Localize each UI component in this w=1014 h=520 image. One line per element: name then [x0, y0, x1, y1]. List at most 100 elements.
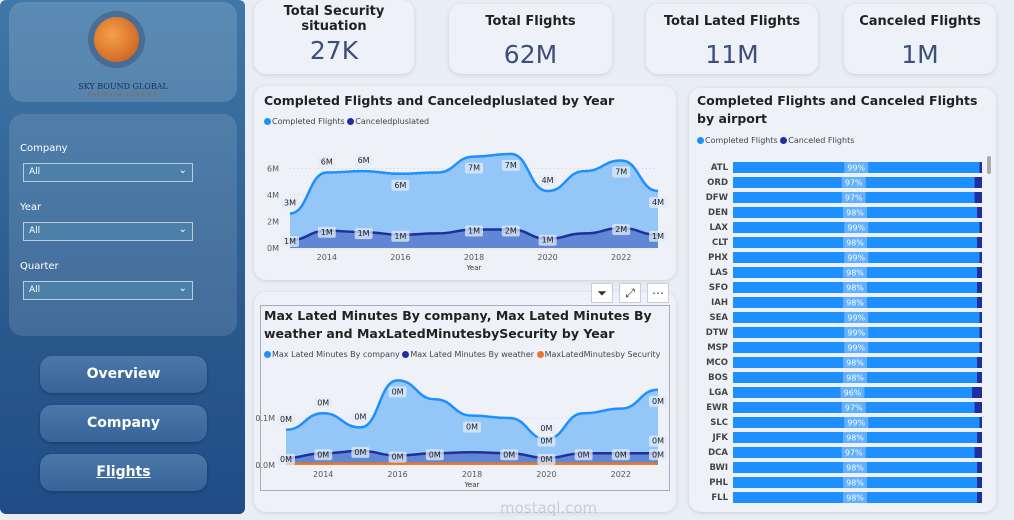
- data-label-bg: [844, 162, 869, 173]
- quarter-filter-dropdown[interactable]: All ⌄: [23, 281, 193, 300]
- category-label: LAS: [710, 268, 728, 278]
- airport-bar-chart[interactable]: Completed Flights and Canceled Flights b…: [689, 88, 996, 512]
- data-label-bg: [463, 421, 481, 433]
- bar-completed: [733, 177, 975, 188]
- data-label-bg: [537, 435, 556, 447]
- company-filter-dropdown[interactable]: All ⌄: [23, 163, 193, 182]
- category-label: LAX: [709, 223, 728, 233]
- data-label: 99%: [847, 164, 865, 173]
- data-label-bg: [649, 230, 667, 242]
- bar-completed: [733, 297, 978, 308]
- data-label-bg: [649, 449, 667, 461]
- kpi-title: Total Lated Flights: [663, 14, 801, 29]
- data-label: 96%: [844, 389, 862, 398]
- data-label-bg: [611, 449, 630, 461]
- x-tick-label: 2022: [611, 253, 631, 262]
- data-label: 99%: [847, 344, 865, 353]
- data-label-bg: [843, 267, 868, 278]
- completed-canceled-by-year-chart[interactable]: Completed Flights and Canceledpluslated …: [254, 86, 676, 280]
- bar-canceled: [979, 312, 982, 323]
- data-label: 0M: [429, 450, 441, 459]
- kpi-total-flights-card: Total Flights 62M: [449, 4, 612, 74]
- category-label: BWI: [709, 463, 728, 473]
- data-label-bg: [500, 449, 519, 461]
- data-label-bg: [612, 166, 631, 178]
- bar-canceled: [977, 237, 982, 248]
- max-lated-minutes-chart[interactable]: Max Lated Minutes By company, Max Lated …: [254, 292, 676, 512]
- bar-canceled: [974, 192, 982, 203]
- x-tick-label: 2014: [317, 253, 337, 262]
- brand-name: SKY BOUND GLOBAL: [78, 82, 168, 91]
- area-chart-plot: 0M 2M 4M 6M 2014 2016 2018 2020 2022 Year 3M 6M 6M 6M…: [267, 152, 667, 272]
- x-tick-label: 2020: [537, 253, 557, 262]
- y-tick-label: 0.0M: [255, 461, 275, 470]
- data-label: 2M: [505, 226, 517, 235]
- category-label: SEA: [709, 313, 728, 323]
- legend-label: Completed Flights: [705, 136, 778, 145]
- data-label-bg: [354, 155, 373, 167]
- data-label-bg: [844, 222, 869, 233]
- data-label: 3M: [284, 199, 296, 208]
- category-label: DCA: [708, 448, 728, 458]
- bar-completed: [733, 222, 980, 233]
- data-label-bg: [843, 207, 868, 218]
- bar-canceled: [974, 177, 982, 188]
- data-label-bg: [351, 411, 370, 423]
- area-chart-plot: 0.0M 0.1M 2014 2016 2018 2020 2022 Year 0M 0M 0M 0M…: [255, 379, 667, 489]
- data-label: 98%: [846, 359, 864, 368]
- category-label: MSP: [707, 343, 728, 353]
- data-label-bg: [649, 435, 667, 447]
- data-label-bg: [843, 432, 868, 443]
- year-filter-dropdown[interactable]: All ⌄: [23, 222, 193, 241]
- globe-logo-icon: [94, 17, 139, 62]
- nav-overview-button[interactable]: Overview: [40, 356, 207, 393]
- legend-dot: [347, 118, 355, 125]
- data-label: 4M: [542, 176, 554, 185]
- more-options-icon[interactable]: ⋯: [647, 283, 669, 303]
- data-label-bg: [388, 386, 407, 398]
- selection-frame: [260, 305, 670, 491]
- data-label-bg: [574, 449, 593, 461]
- data-label: 99%: [847, 224, 865, 233]
- data-label: 1M: [394, 232, 406, 241]
- data-label: 0M: [503, 450, 515, 459]
- category-label: IAH: [711, 298, 728, 308]
- data-label-bg: [351, 446, 370, 458]
- bar-canceled: [977, 432, 982, 443]
- data-label-bg: [465, 225, 483, 237]
- nav-company-button[interactable]: Company: [40, 405, 207, 442]
- data-label: 6M: [321, 157, 333, 166]
- data-label-bg: [314, 397, 333, 409]
- filter-icon[interactable]: ⏷: [591, 283, 613, 303]
- scrollbar[interactable]: [987, 156, 991, 174]
- y-tick-label: 4M: [267, 191, 279, 200]
- legend-label: Canceledpluslated: [355, 117, 430, 126]
- data-label: 98%: [846, 479, 864, 488]
- kpi-value: 62M: [503, 40, 558, 69]
- data-label: 1M: [358, 229, 370, 238]
- legend-dot: [780, 137, 788, 144]
- kpi-security-card: Total Security situation 27K: [254, 0, 414, 74]
- data-label: 1M: [321, 228, 333, 237]
- data-label-bg: [391, 230, 410, 242]
- y-tick-label: 6M: [267, 165, 279, 174]
- y-tick-label: 2M: [267, 218, 279, 227]
- x-tick-label: 2016: [390, 253, 410, 262]
- focus-mode-icon[interactable]: ⤢: [619, 283, 641, 303]
- data-label-bg: [844, 327, 869, 338]
- bar-canceled: [974, 402, 982, 413]
- company-filter-label: Company: [20, 143, 68, 154]
- category-label: FLL: [711, 493, 728, 503]
- data-label: 99%: [847, 419, 865, 428]
- data-label-bg: [843, 372, 868, 383]
- data-label-bg: [843, 357, 868, 368]
- data-label: 97%: [845, 179, 863, 188]
- kpi-value: 1M: [901, 40, 939, 69]
- data-label: 0M: [540, 437, 552, 446]
- nav-flights-button[interactable]: Flights: [40, 454, 207, 491]
- y-tick-label: 0M: [267, 244, 279, 253]
- data-label: 97%: [845, 404, 863, 413]
- data-label: 2M: [615, 225, 627, 234]
- data-label: 97%: [845, 449, 863, 458]
- data-label: 6M: [358, 156, 370, 165]
